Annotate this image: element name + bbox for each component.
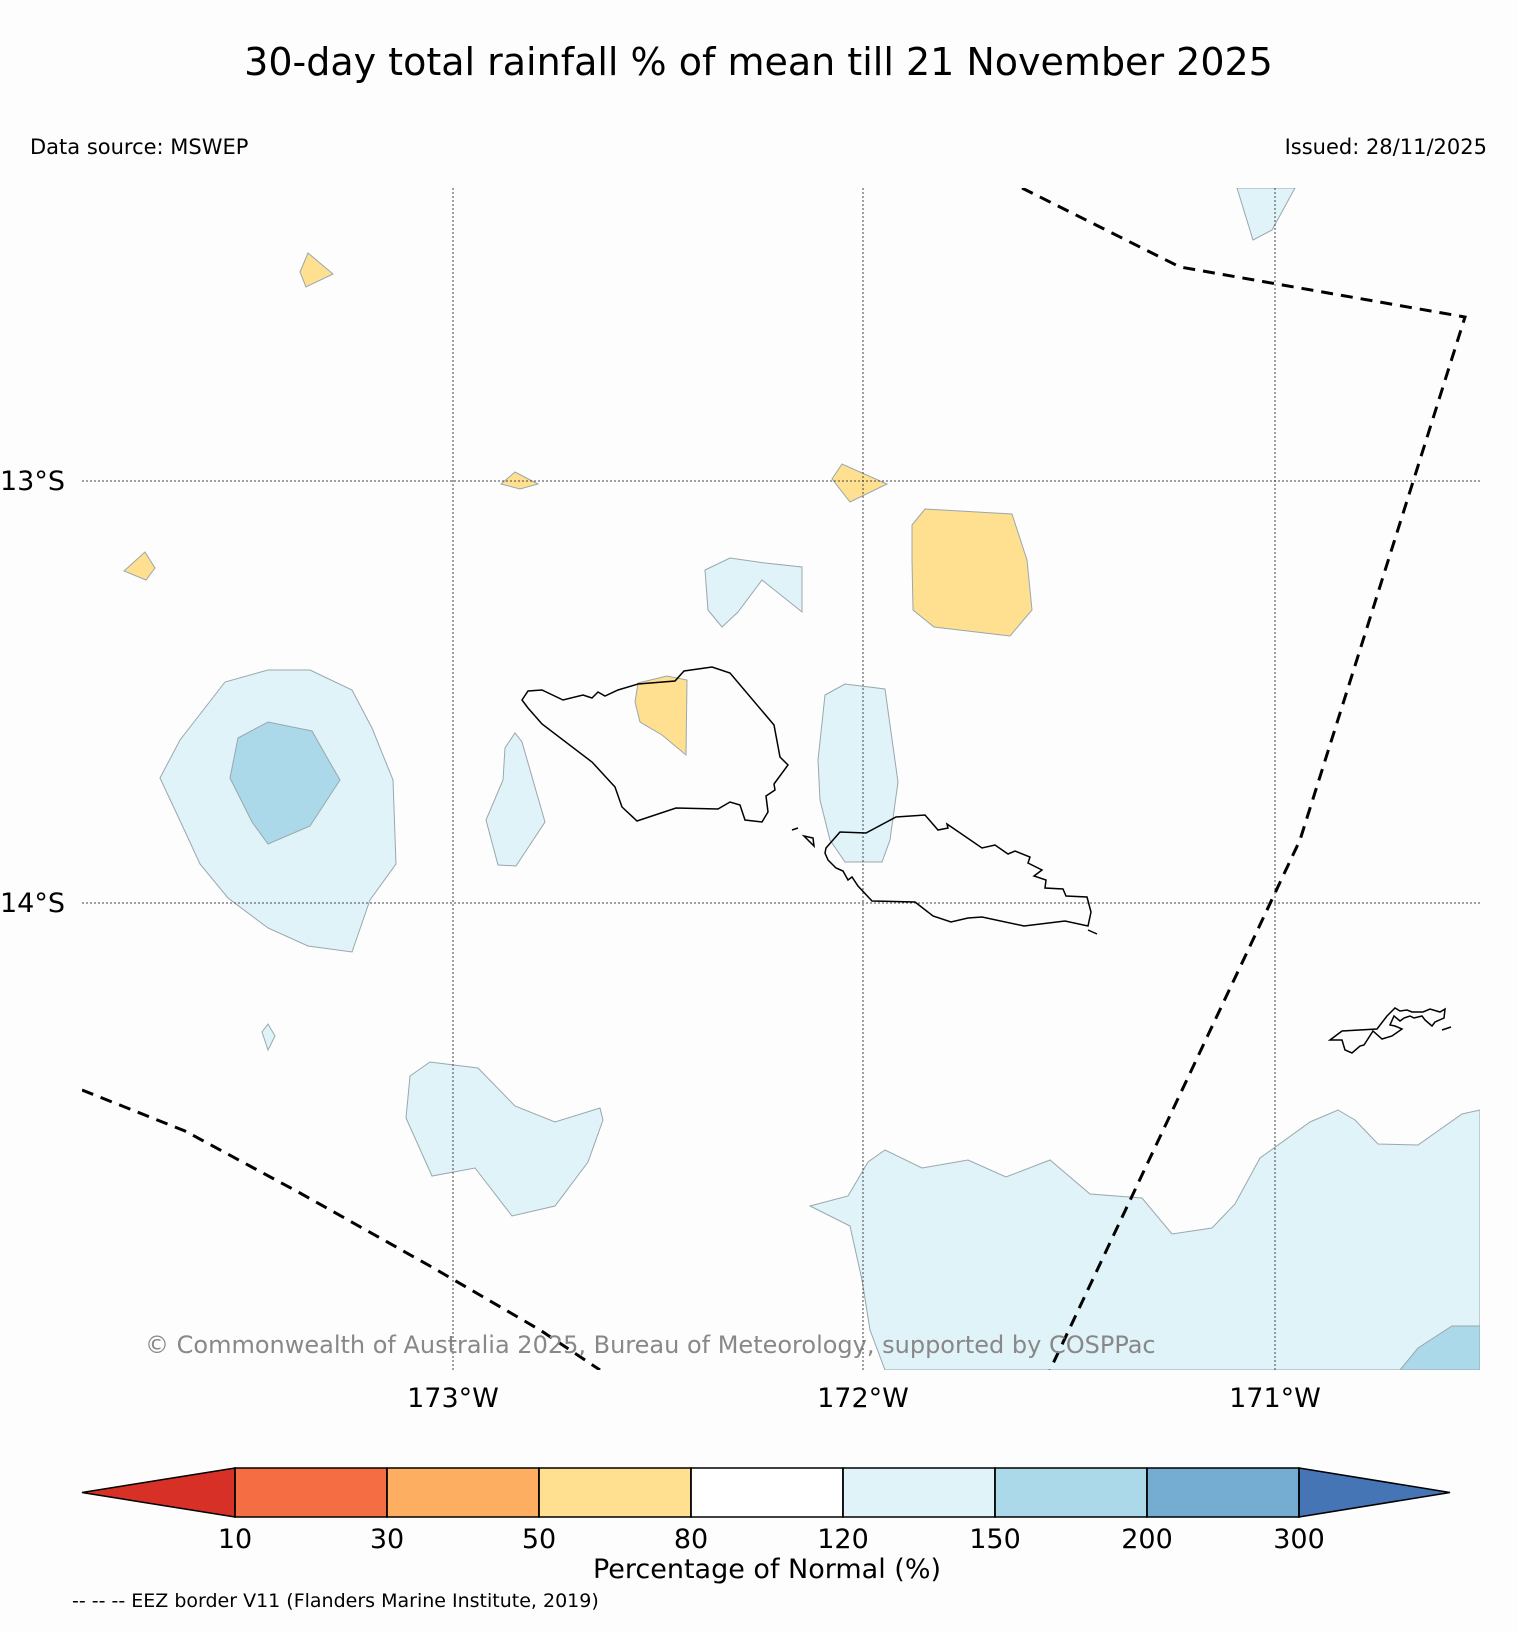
colorbar-tick-label: 200 — [1121, 1524, 1173, 1555]
contour-50-80 — [123, 551, 156, 581]
contour-120-150 — [817, 683, 899, 863]
coastline-upolu — [824, 814, 1092, 927]
colorbar-tick-label: 150 — [969, 1524, 1021, 1555]
contour-120-150 — [405, 1061, 604, 1217]
lon-label-172w: 172°W — [817, 1383, 909, 1414]
copyright-notice: © Commonwealth of Australia 2025, Bureau… — [145, 1331, 1156, 1359]
colorbar-tick-label: 50 — [522, 1524, 556, 1555]
colorbar-extend-low — [81, 1467, 236, 1518]
colorbar-tick-label: 80 — [674, 1524, 708, 1555]
colorbar-segment — [994, 1467, 1148, 1518]
lon-label-171w: 171°W — [1229, 1383, 1321, 1414]
colorbar-tick-label: 30 — [370, 1524, 404, 1555]
colorbar-tick-label: 10 — [218, 1524, 252, 1555]
lat-label-13s: 13°S — [0, 466, 65, 497]
contour-120-150 — [808, 1109, 1480, 1370]
map-title: 30-day total rainfall % of mean till 21 … — [244, 40, 1273, 84]
contour-50-80 — [634, 675, 688, 757]
contour-150-200 — [229, 721, 341, 845]
contour-150-200 — [1399, 1325, 1480, 1370]
contour-120-150 — [704, 557, 803, 628]
contour-120-150 — [261, 1023, 276, 1052]
coastline-savaii — [521, 666, 789, 823]
coastline-apolima — [791, 827, 799, 831]
coastline-manono — [801, 834, 816, 849]
colorbar-segment — [234, 1467, 388, 1518]
colorbar-tick-label: 300 — [1273, 1524, 1325, 1555]
colorbar-label: Percentage of Normal (%) — [593, 1554, 941, 1585]
coastline-tutuila — [1327, 1007, 1446, 1054]
coastline-aunuu — [1441, 1026, 1452, 1031]
colorbar — [81, 1467, 1451, 1518]
contour-50-80 — [831, 463, 889, 503]
colorbar-segment — [1146, 1467, 1300, 1518]
eez-legend-note: -- -- -- EEZ border V11 (Flanders Marine… — [72, 1590, 599, 1612]
eez-border — [1021, 188, 1467, 1370]
map-area: © Commonwealth of Australia 2025, Bureau… — [82, 188, 1480, 1370]
data-source: Data source: MSWEP — [30, 135, 249, 159]
contour-120-150 — [485, 732, 546, 867]
lon-label-173w: 173°W — [407, 1383, 499, 1414]
colorbar-segment — [538, 1467, 692, 1518]
colorbar-segment — [842, 1467, 996, 1518]
colorbar-extend-high — [1298, 1467, 1451, 1518]
colorbar-segment — [386, 1467, 540, 1518]
eez-border — [82, 1088, 601, 1370]
lat-label-14s: 14°S — [0, 888, 65, 919]
issued-date: Issued: 28/11/2025 — [1284, 135, 1487, 159]
contour-120-150 — [1236, 188, 1296, 241]
contour-50-80 — [911, 508, 1033, 637]
colorbar-segment — [690, 1467, 844, 1518]
contour-50-80 — [299, 252, 334, 288]
coastline-aleipata — [1087, 929, 1098, 935]
colorbar-tick-label: 120 — [817, 1524, 869, 1555]
